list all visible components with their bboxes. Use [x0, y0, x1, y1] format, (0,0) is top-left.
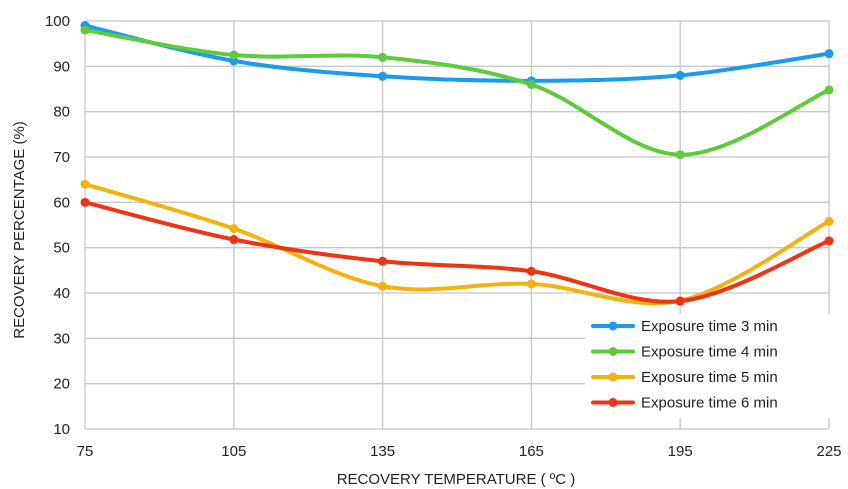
series-1: [80, 21, 834, 86]
data-point: [526, 266, 536, 276]
data-point: [378, 281, 388, 291]
data-point: [378, 256, 388, 266]
data-point: [824, 236, 834, 246]
legend-label: Exposure time 5 min: [641, 369, 778, 386]
data-point: [526, 279, 536, 289]
legend: Exposure time 3 min Exposure time 4 min Ex…: [585, 314, 833, 418]
legend-entry: Exposure time 3 min: [591, 318, 778, 335]
x-tick-label: 105: [221, 443, 246, 460]
data-point: [80, 197, 90, 207]
series-line: [83, 28, 831, 157]
series-3: [80, 179, 834, 306]
data-point: [229, 224, 239, 234]
legend-label: Exposure time 4 min: [641, 344, 778, 361]
series-line: [83, 200, 831, 304]
legend-entry: Exposure time 4 min: [591, 344, 778, 361]
legend-swatch-marker: [608, 398, 618, 407]
x-axis-ticks: 75 105 135 165 195 225: [77, 443, 842, 460]
x-tick-label: 225: [816, 443, 841, 460]
data-point: [229, 50, 239, 60]
y-tick-label: 10: [53, 421, 70, 438]
data-point: [229, 235, 239, 245]
legend-label: Exposure time 6 min: [641, 395, 778, 412]
legend-entry: Exposure time 5 min: [591, 369, 778, 386]
legend-entry: Exposure time 6 min: [591, 395, 778, 412]
y-tick-label: 70: [53, 149, 70, 166]
legend-swatch-marker: [608, 347, 618, 356]
y-tick-label: 60: [53, 194, 70, 211]
legend-label: Exposure time 3 min: [641, 318, 778, 335]
grid-lines: [84, 20, 830, 430]
data-point: [378, 71, 388, 81]
data-point: [824, 85, 834, 95]
x-tick-label: 165: [519, 443, 544, 460]
legend-swatch-marker: [608, 372, 618, 382]
data-point: [675, 70, 685, 80]
data-point: [526, 79, 536, 89]
series-line: [83, 182, 831, 306]
y-tick-label: 40: [53, 285, 70, 302]
y-tick-label: 30: [53, 330, 70, 347]
x-tick-label: 195: [668, 443, 693, 460]
y-tick-label: 90: [53, 58, 70, 75]
series-4: [80, 197, 834, 306]
data-point: [80, 25, 90, 35]
series-line: [83, 23, 831, 83]
data-point: [675, 296, 685, 306]
legend-swatch-marker: [608, 321, 618, 331]
series-2: [80, 25, 834, 160]
y-tick-label: 20: [53, 376, 70, 393]
x-tick-label: 135: [370, 443, 395, 460]
y-tick-label: 80: [53, 104, 70, 121]
y-tick-label: 100: [45, 13, 70, 30]
y-tick-label: 50: [53, 240, 70, 257]
x-axis-title: RECOVERY TEMPERATURE ( ºC ): [337, 471, 576, 488]
data-point: [824, 49, 834, 59]
series-group: [80, 21, 834, 306]
data-point: [80, 179, 90, 189]
y-axis-title: RECOVERY PERCENTAGE (%): [11, 121, 28, 339]
data-point: [378, 52, 388, 62]
y-axis-ticks: 10 20 30 40 50 60 70 80 90 100: [45, 13, 70, 438]
data-point: [824, 216, 834, 226]
x-tick-label: 75: [77, 443, 94, 460]
data-point: [675, 150, 685, 160]
